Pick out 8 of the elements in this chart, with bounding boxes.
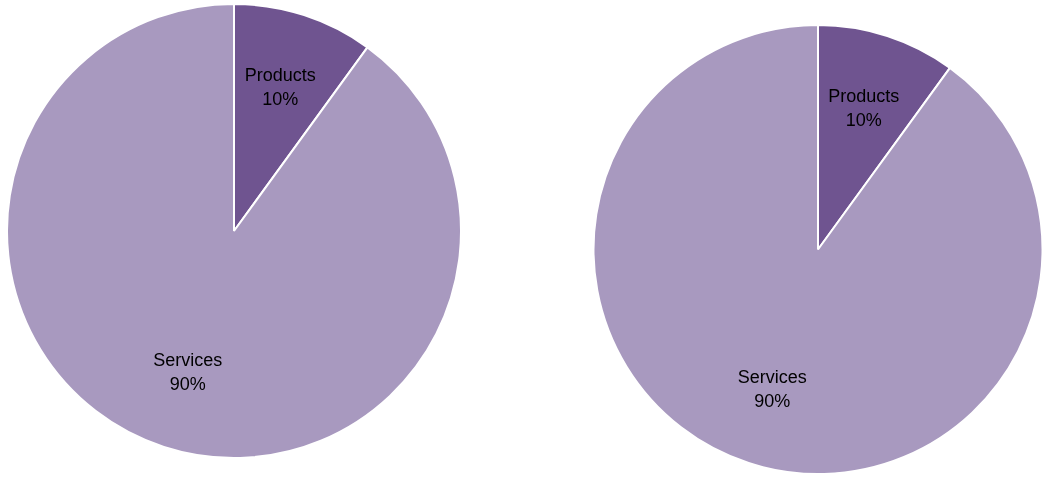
slice-label: Products bbox=[828, 85, 900, 106]
data-label: 90% bbox=[169, 374, 206, 395]
slice-label: Products bbox=[244, 65, 316, 86]
data-label: 90% bbox=[754, 391, 791, 412]
data-label: 10% bbox=[845, 109, 882, 130]
data-label: 10% bbox=[262, 89, 299, 110]
slice-label: Services bbox=[737, 367, 807, 388]
slice-label: Services bbox=[153, 350, 223, 371]
